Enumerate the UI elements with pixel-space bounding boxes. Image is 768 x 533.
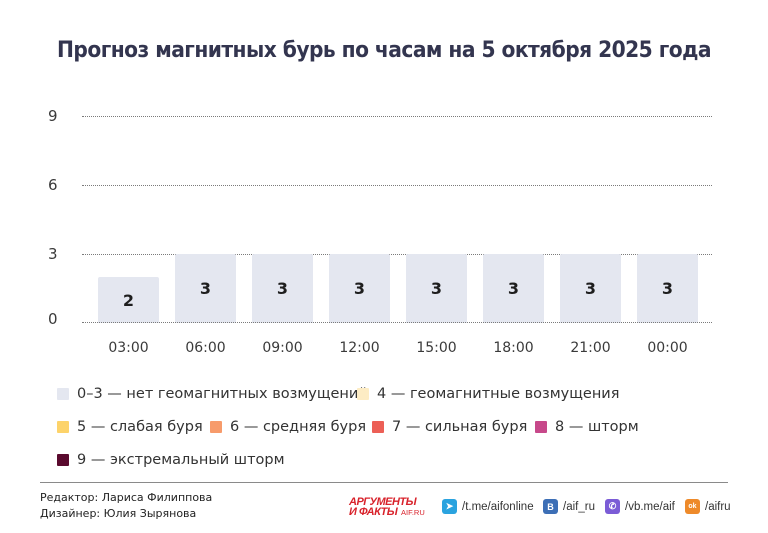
telegram-icon: ➤ xyxy=(442,499,457,514)
social-odnoklassniki[interactable]: ok /aifru xyxy=(685,499,731,514)
bar-value-label: 3 xyxy=(661,279,674,298)
social-telegram-label: /t.me/aifonline xyxy=(462,500,534,513)
legend-label: 6 — средняя буря xyxy=(230,419,367,435)
legend-item-6: 6 — средняя буря xyxy=(210,419,366,435)
bar-value-label: 3 xyxy=(430,279,443,298)
legend-item-0-3: 0–3 — нет геомагнитных возмущений xyxy=(57,386,368,402)
bar-value-label: 3 xyxy=(199,279,212,298)
legend-swatch xyxy=(57,454,69,466)
legend-label: 5 — слабая буря xyxy=(77,419,203,435)
bar: 3 xyxy=(329,254,390,323)
gridline-3 xyxy=(82,254,712,255)
editor-credit: Редактор: Лариса Филиппова xyxy=(40,491,213,504)
bar: 3 xyxy=(252,254,313,323)
x-tick-label: 00:00 xyxy=(647,340,688,356)
viber-icon: ✆ xyxy=(605,499,620,514)
bar-value-label: 3 xyxy=(507,279,520,298)
x-tick-label: 21:00 xyxy=(570,340,611,356)
y-tick-6: 6 xyxy=(48,176,58,194)
legend-label: 4 — геомагнитные возмущения xyxy=(377,386,620,402)
x-tick-label: 09:00 xyxy=(262,340,303,356)
x-tick-label: 15:00 xyxy=(416,340,457,356)
bar: 3 xyxy=(483,254,544,323)
bar-value-label: 3 xyxy=(353,279,366,298)
aif-logo[interactable]: АРГУМЕНТЫ И ФАКТЫ AIF.RU xyxy=(349,496,433,518)
legend-swatch xyxy=(210,421,222,433)
x-tick-label: 12:00 xyxy=(339,340,380,356)
legend-swatch xyxy=(357,388,369,400)
x-tick-label: 06:00 xyxy=(185,340,226,356)
legend-label: 8 — шторм xyxy=(555,419,639,435)
legend-item-9: 9 — экстремальный шторм xyxy=(57,452,285,468)
designer-credit: Дизайнер: Юлия Зырянова xyxy=(40,507,197,520)
gridline-6 xyxy=(82,185,712,186)
social-viber[interactable]: ✆ /vb.me/aif xyxy=(605,499,675,514)
chart-title: Прогноз магнитных бурь по часам на 5 окт… xyxy=(57,38,712,63)
bar-value-label: 2 xyxy=(122,290,135,310)
legend-label: 0–3 — нет геомагнитных возмущений xyxy=(77,386,368,402)
logo-site: AIF.RU xyxy=(401,508,425,517)
bar-value-label: 3 xyxy=(276,279,289,298)
bar: 3 xyxy=(175,254,236,323)
logo-line2: И ФАКТЫ xyxy=(349,506,398,518)
bar: 3 xyxy=(637,254,698,323)
legend-item-7: 7 — сильная буря xyxy=(372,419,527,435)
legend-label: 9 — экстремальный шторм xyxy=(77,452,285,468)
logo-line1: АРГУМЕНТЫ xyxy=(349,496,417,508)
bar-value-label: 3 xyxy=(584,279,597,298)
y-tick-3: 3 xyxy=(48,245,58,263)
legend-item-4: 4 — геомагнитные возмущения xyxy=(357,386,619,402)
odnoklassniki-icon: ok xyxy=(685,499,700,514)
legend-item-8: 8 — шторм xyxy=(535,419,639,435)
legend-label: 7 — сильная буря xyxy=(392,419,528,435)
baseline-0 xyxy=(82,322,712,323)
social-telegram[interactable]: ➤ /t.me/aifonline xyxy=(442,499,534,514)
y-tick-0: 0 xyxy=(48,310,58,328)
x-tick-label: 03:00 xyxy=(108,340,149,356)
legend-swatch xyxy=(57,421,69,433)
social-viber-label: /vb.me/aif xyxy=(625,500,675,513)
gridline-9 xyxy=(82,116,712,117)
y-tick-9: 9 xyxy=(48,107,58,125)
bar: 3 xyxy=(406,254,467,323)
legend-swatch xyxy=(372,421,384,433)
legend-swatch xyxy=(535,421,547,433)
social-vk[interactable]: B /aif_ru xyxy=(543,499,595,514)
footer-divider xyxy=(40,482,728,483)
vk-icon: B xyxy=(543,499,558,514)
bar: 2 xyxy=(98,277,159,323)
social-ok-label: /aifru xyxy=(705,500,731,513)
legend-item-5: 5 — слабая буря xyxy=(57,419,203,435)
bar: 3 xyxy=(560,254,621,323)
x-tick-label: 18:00 xyxy=(493,340,534,356)
legend-swatch xyxy=(57,388,69,400)
social-vk-label: /aif_ru xyxy=(563,500,595,513)
